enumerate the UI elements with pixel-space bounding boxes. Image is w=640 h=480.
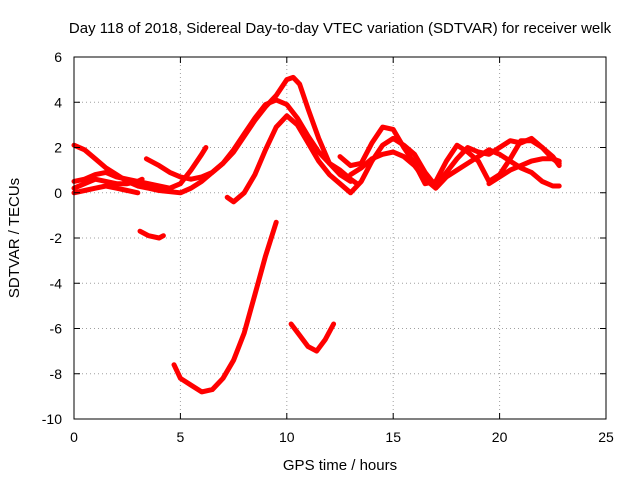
x-tick-label: 0 bbox=[70, 429, 78, 445]
x-axis-label: GPS time / hours bbox=[283, 457, 397, 474]
y-tick-label: -8 bbox=[50, 366, 63, 382]
x-tick-label: 10 bbox=[279, 429, 295, 445]
chart-title: Day 118 of 2018, Sidereal Day-to-day VTE… bbox=[69, 20, 612, 37]
x-tick-label: 15 bbox=[385, 429, 401, 445]
series-arc-11-markers bbox=[173, 221, 277, 393]
series-arc-9-markers bbox=[488, 158, 560, 185]
series-arc-8-markers bbox=[349, 149, 560, 189]
series-arc-6-markers bbox=[226, 115, 560, 203]
series-arc-4-markers bbox=[73, 185, 139, 194]
y-tick-label: -2 bbox=[50, 230, 63, 246]
x-tick-label: 25 bbox=[598, 429, 614, 445]
series-arc-7-markers bbox=[339, 126, 560, 185]
series-arc-12-markers bbox=[290, 323, 335, 352]
y-tick-label: -10 bbox=[42, 411, 62, 427]
y-tick-label: 4 bbox=[54, 94, 62, 110]
series-arc-8 bbox=[348, 147, 562, 191]
y-tick-label: -6 bbox=[50, 321, 63, 337]
plot-frame bbox=[73, 56, 607, 420]
x-tick-label: 5 bbox=[177, 429, 185, 445]
series-arc-2-markers bbox=[73, 146, 207, 189]
series-arc-4 bbox=[71, 183, 141, 196]
y-tick-label: 6 bbox=[54, 49, 62, 65]
series-layer bbox=[71, 74, 562, 395]
y-axis-label: SDTVAR / TECUs bbox=[6, 178, 23, 298]
series-arc-5-markers bbox=[145, 76, 352, 183]
series-arc-12 bbox=[288, 321, 337, 354]
series-arc-3-markers bbox=[73, 178, 143, 189]
series-arc-11 bbox=[171, 219, 279, 395]
y-tick-label: -4 bbox=[50, 275, 63, 291]
ticks-layer: 0 5 10 15 20 25 -10 -8 -6 -4 -2 0 2 4 6 bbox=[42, 49, 614, 445]
y-tick-label: 0 bbox=[54, 185, 62, 201]
x-tick-label: 20 bbox=[492, 429, 508, 445]
series-arc-10-markers bbox=[139, 230, 165, 239]
y-tick-label: 2 bbox=[54, 140, 62, 156]
